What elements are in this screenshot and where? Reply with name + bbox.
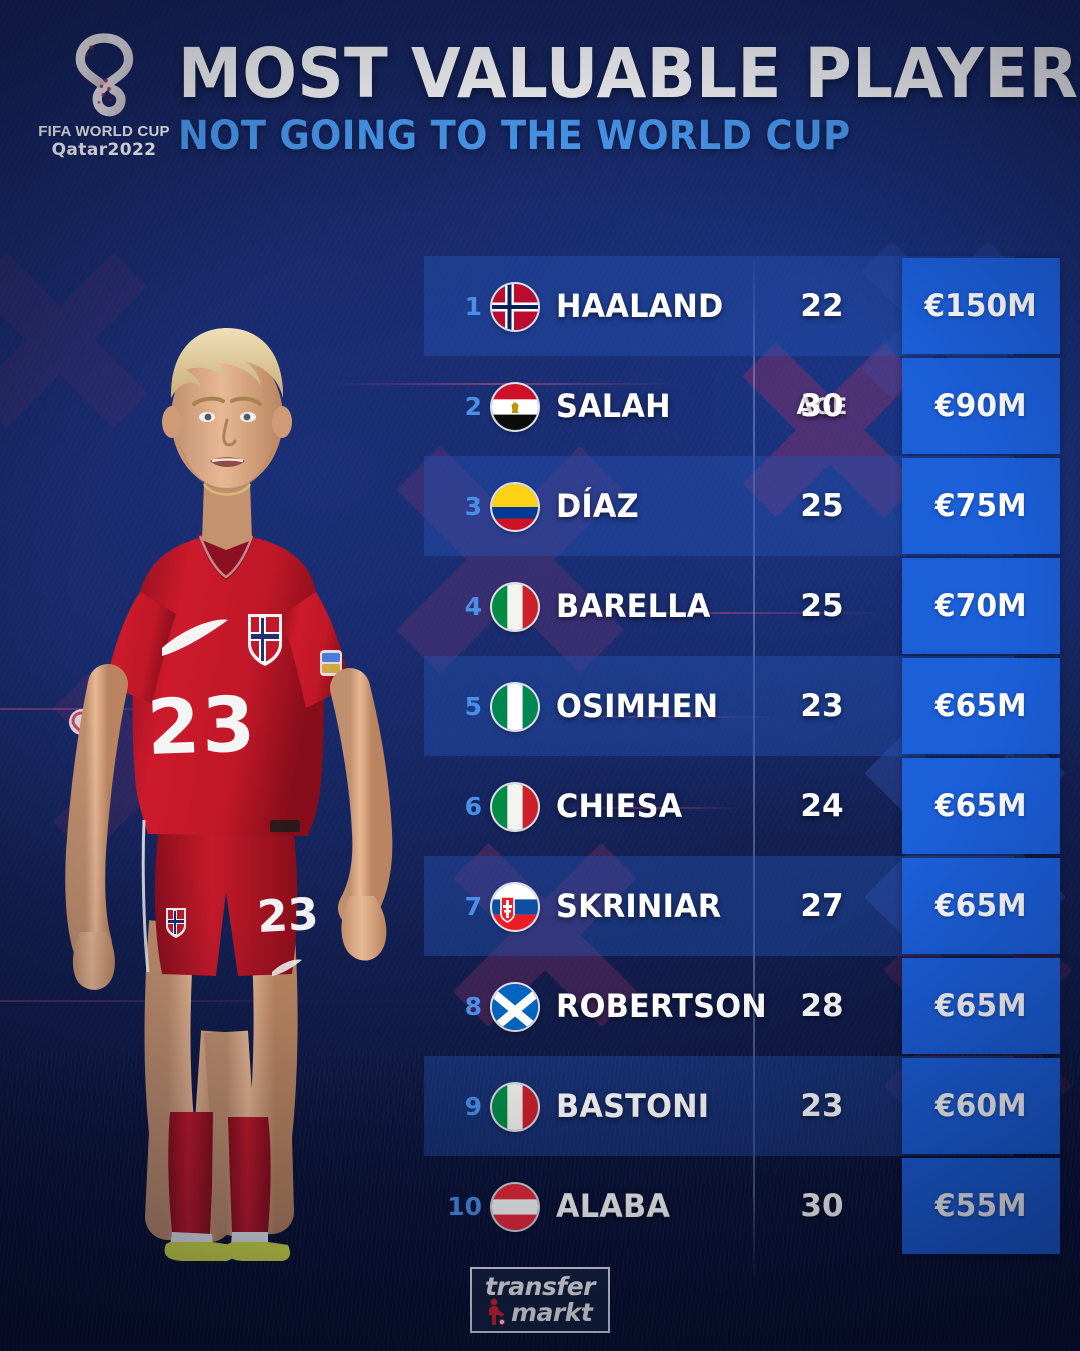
- row-market-value: €90M: [935, 388, 1027, 424]
- row-rank: 6: [464, 791, 482, 821]
- row-age: 23: [800, 1088, 844, 1124]
- flag-icon-italy: [492, 584, 538, 630]
- row-market-value-box: €65M: [902, 858, 1060, 954]
- page-title: MOST VALUABLE PLAYERS: [178, 34, 1080, 114]
- svg-text:23: 23: [146, 679, 259, 772]
- row-market-value: €70M: [935, 588, 1027, 624]
- poster-header: FIFA WORLD CUP Qatar2022 MOST VALUABLE P…: [0, 0, 1080, 185]
- table-row[interactable]: 1 HAALAND 22 €150M: [424, 256, 1060, 356]
- column-headers: AGE MARKET VALUE: [0, 182, 1080, 420]
- row-market-value-box: €55M: [902, 1158, 1060, 1254]
- row-player-name: BASTONI: [556, 1087, 710, 1125]
- players-table: 1 HAALAND 22 €150M 2 SALAH 30 €90M 3 DÍAZ 25 €75M 4 B…: [424, 256, 1060, 1256]
- row-age: 28: [800, 988, 844, 1024]
- row-rank: 2: [464, 391, 482, 421]
- row-market-value-box: €65M: [902, 658, 1060, 754]
- flag-icon-norway: [492, 284, 538, 330]
- row-player-name: CHIESA: [556, 787, 683, 825]
- row-market-value-box: €150M: [902, 258, 1060, 354]
- transfermarkt-logo-line1: transfer: [485, 1272, 596, 1301]
- row-market-value-box: €75M: [902, 458, 1060, 554]
- row-age: 23: [800, 688, 844, 724]
- table-row[interactable]: 8 ROBERTSON 28 €65M: [424, 956, 1060, 1056]
- row-player-name: ALABA: [556, 1187, 671, 1225]
- flag-icon-scotland: [492, 984, 538, 1030]
- poster-footer: transfer markt: [0, 1267, 1080, 1333]
- row-age: 30: [800, 1188, 844, 1224]
- player-photo-haaland: 23: [20, 232, 440, 1262]
- flag-icon-slovakia: [492, 884, 538, 930]
- row-player-name: OSIMHEN: [556, 687, 719, 725]
- row-market-value: €65M: [935, 988, 1027, 1024]
- transfermarkt-logo: transfer markt: [470, 1267, 610, 1333]
- table-row[interactable]: 2 SALAH 30 €90M: [424, 356, 1060, 456]
- row-rank: 4: [464, 591, 482, 621]
- row-market-value-box: €90M: [902, 358, 1060, 454]
- page-subtitle: NOT GOING TO THE WORLD CUP: [178, 113, 851, 159]
- title-block: MOST VALUABLE PLAYERS NOT GOING TO THE W…: [178, 34, 1080, 159]
- row-market-value-box: €65M: [902, 958, 1060, 1054]
- row-market-value: €65M: [935, 788, 1027, 824]
- row-age: 25: [800, 488, 844, 524]
- row-age: 25: [800, 588, 844, 624]
- table-row[interactable]: 4 BARELLA 25 €70M: [424, 556, 1060, 656]
- row-market-value: €65M: [935, 888, 1027, 924]
- row-market-value: €75M: [935, 488, 1027, 524]
- row-rank: 7: [464, 891, 482, 921]
- row-market-value-box: €70M: [902, 558, 1060, 654]
- table-row[interactable]: 3 DÍAZ 25 €75M: [424, 456, 1060, 556]
- fifa-logo-line1: FIFA WORLD CUP: [38, 123, 170, 140]
- svg-text:23: 23: [256, 889, 320, 943]
- flag-icon-italy: [492, 784, 538, 830]
- row-player-name: ROBERTSON: [556, 987, 767, 1025]
- fifa-world-cup-logo: FIFA WORLD CUP Qatar2022: [30, 33, 178, 160]
- flag-icon-italy: [492, 1084, 538, 1130]
- fifa-logo-line2: Qatar2022: [51, 140, 157, 160]
- row-market-value: €55M: [935, 1188, 1027, 1224]
- table-row[interactable]: 10 ALABA 30 €55M: [424, 1156, 1060, 1256]
- qatar-2022-trophy-icon: [75, 33, 134, 117]
- flag-icon-austria: [492, 1184, 538, 1230]
- row-rank: 9: [464, 1091, 482, 1121]
- row-player-name: DÍAZ: [556, 487, 639, 525]
- table-row[interactable]: 7 SKRINIAR 27 €65M: [424, 856, 1060, 956]
- row-rank: 10: [447, 1191, 482, 1221]
- flag-icon-nigeria: [492, 684, 538, 730]
- row-player-name: BARELLA: [556, 587, 711, 625]
- row-player-name: HAALAND: [556, 287, 724, 325]
- table-row[interactable]: 6 CHIESA 24 €65M: [424, 756, 1060, 856]
- row-player-name: SKRINIAR: [556, 887, 722, 925]
- row-market-value: €150M: [924, 288, 1038, 324]
- row-rank: 5: [464, 691, 482, 721]
- row-market-value: €60M: [935, 1088, 1027, 1124]
- row-player-name: SALAH: [556, 387, 671, 425]
- row-age: 24: [800, 788, 844, 824]
- table-row[interactable]: 9 BASTONI 23 €60M: [424, 1056, 1060, 1156]
- row-market-value-box: €65M: [902, 758, 1060, 854]
- row-rank: 3: [464, 491, 482, 521]
- player-illustration: 23: [65, 328, 393, 1261]
- row-rank: 1: [464, 291, 482, 321]
- row-age: 22: [800, 288, 844, 324]
- row-age: 27: [800, 888, 844, 924]
- row-age: 30: [800, 388, 844, 424]
- transfermarkt-player-figure-icon: [489, 1298, 505, 1326]
- row-market-value: €65M: [935, 688, 1027, 724]
- flag-icon-colombia: [492, 484, 538, 530]
- table-row[interactable]: 5 OSIMHEN 23 €65M: [424, 656, 1060, 756]
- flag-icon-egypt: [492, 384, 538, 430]
- row-rank: 8: [464, 991, 482, 1021]
- row-market-value-box: €60M: [902, 1058, 1060, 1154]
